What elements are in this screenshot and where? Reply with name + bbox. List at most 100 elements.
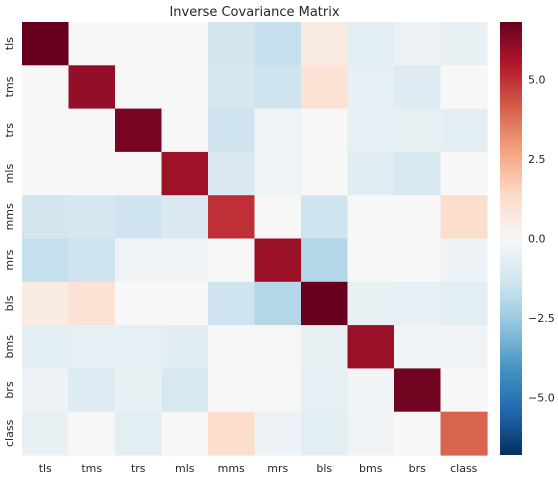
heatmap-cell [254, 65, 302, 110]
heatmap-cell [394, 325, 442, 369]
heatmap-cell [161, 151, 209, 196]
heatmap-cell [394, 368, 442, 413]
x-tick-label: trs [131, 462, 146, 475]
heatmap-cell [301, 151, 349, 196]
heatmap-cell [22, 108, 70, 153]
colorbar-tick-label: 0.0 [528, 233, 546, 246]
heatmap-cell [68, 108, 116, 153]
heatmap-cell [347, 368, 395, 413]
heatmap-cell [161, 65, 209, 110]
heatmap-cells [22, 22, 488, 456]
x-tick-label: bms [359, 462, 383, 475]
heatmap-cell [440, 65, 488, 110]
heatmap-cell [301, 281, 349, 326]
x-tick-label: mrs [267, 462, 288, 475]
y-tick-label: bms [3, 335, 16, 359]
heatmap-cell [440, 22, 488, 66]
heatmap-cell [347, 195, 395, 240]
heatmap-cell [115, 325, 163, 369]
heatmap-cell [208, 151, 256, 196]
heatmap-cell [301, 108, 349, 153]
heatmap-cell [161, 22, 209, 66]
heatmap-cell [440, 368, 488, 413]
x-tick-labels: tls tms trs mls mms mrs bls bms brs class [39, 462, 478, 475]
heatmap-cell [208, 195, 256, 240]
heatmap-cell [161, 411, 209, 456]
heatmap-cell [208, 238, 256, 283]
y-tick-label: class [3, 419, 16, 447]
heatmap-cell [254, 108, 302, 153]
heatmap-cell [440, 325, 488, 369]
heatmap-cell [161, 238, 209, 283]
colorbar-tick-label: −5.0 [528, 392, 555, 405]
x-tick-label: bls [316, 462, 332, 475]
heatmap-cell [254, 325, 302, 369]
heatmap-cell [68, 238, 116, 283]
y-tick-label: brs [3, 381, 16, 399]
heatmap-cell [22, 22, 70, 66]
heatmap-cell [347, 151, 395, 196]
heatmap-cell [68, 65, 116, 110]
colorbar-tick-label: 5.0 [528, 73, 546, 86]
heatmap-cell [301, 368, 349, 413]
x-tick-label: tms [81, 462, 102, 475]
chart-title: Inverse Covariance Matrix [169, 5, 339, 20]
y-tick-label: bls [3, 295, 16, 311]
heatmap-cell [22, 281, 70, 326]
heatmap-cell [68, 151, 116, 196]
heatmap-cell [440, 151, 488, 196]
heatmap-cell [115, 195, 163, 240]
y-tick-labels: tls tms trs mls mms mrs bls bms brs class [3, 37, 16, 447]
x-tick-label: mms [218, 462, 245, 475]
heatmap-cell [440, 411, 488, 456]
heatmap-cell [254, 238, 302, 283]
heatmap-cell [254, 22, 302, 66]
heatmap-cell [208, 325, 256, 369]
heatmap-cell [22, 238, 70, 283]
heatmap-cell [161, 281, 209, 326]
y-tick-label: mms [3, 203, 16, 230]
heatmap-cell [115, 411, 163, 456]
heatmap-cell [208, 411, 256, 456]
heatmap-cell [301, 195, 349, 240]
heatmap-cell [394, 65, 442, 110]
x-tick-label: tls [39, 462, 52, 475]
heatmap-cell [301, 65, 349, 110]
heatmap-cell [301, 238, 349, 283]
heatmap-cell [254, 281, 302, 326]
heatmap-cell [22, 151, 70, 196]
heatmap-cell [68, 22, 116, 66]
heatmap-cell [22, 411, 70, 456]
y-tick-label: mls [3, 164, 16, 184]
heatmap-cell [394, 108, 442, 153]
colorbar-tick-labels: 5.0 2.5 0.0 −2.5 −5.0 [528, 73, 555, 404]
heatmap-cell [161, 368, 209, 413]
heatmap-cell [22, 195, 70, 240]
heatmap-cell [394, 411, 442, 456]
y-tick-label: mrs [3, 249, 16, 270]
heatmap-cell [394, 281, 442, 326]
heatmap-cell [301, 325, 349, 369]
heatmap-cell [115, 151, 163, 196]
heatmap-cell [254, 368, 302, 413]
heatmap-cell [347, 22, 395, 66]
colorbar-tick-label: 2.5 [528, 153, 546, 166]
heatmap-cell [394, 195, 442, 240]
heatmap-cell [161, 195, 209, 240]
heatmap-cell [254, 151, 302, 196]
y-tick-label: tms [3, 76, 16, 97]
heatmap-cell [115, 238, 163, 283]
heatmap-cell [254, 411, 302, 456]
heatmap-cell [22, 65, 70, 110]
heatmap-cell [254, 195, 302, 240]
x-tick-label: brs [409, 462, 427, 475]
heatmap-cell [347, 238, 395, 283]
y-tick-label: trs [3, 123, 16, 138]
heatmap-cell [115, 281, 163, 326]
heatmap-cell [208, 65, 256, 110]
y-tick-label: tls [3, 37, 16, 50]
heatmap-cell [301, 22, 349, 66]
heatmap-cell [208, 108, 256, 153]
